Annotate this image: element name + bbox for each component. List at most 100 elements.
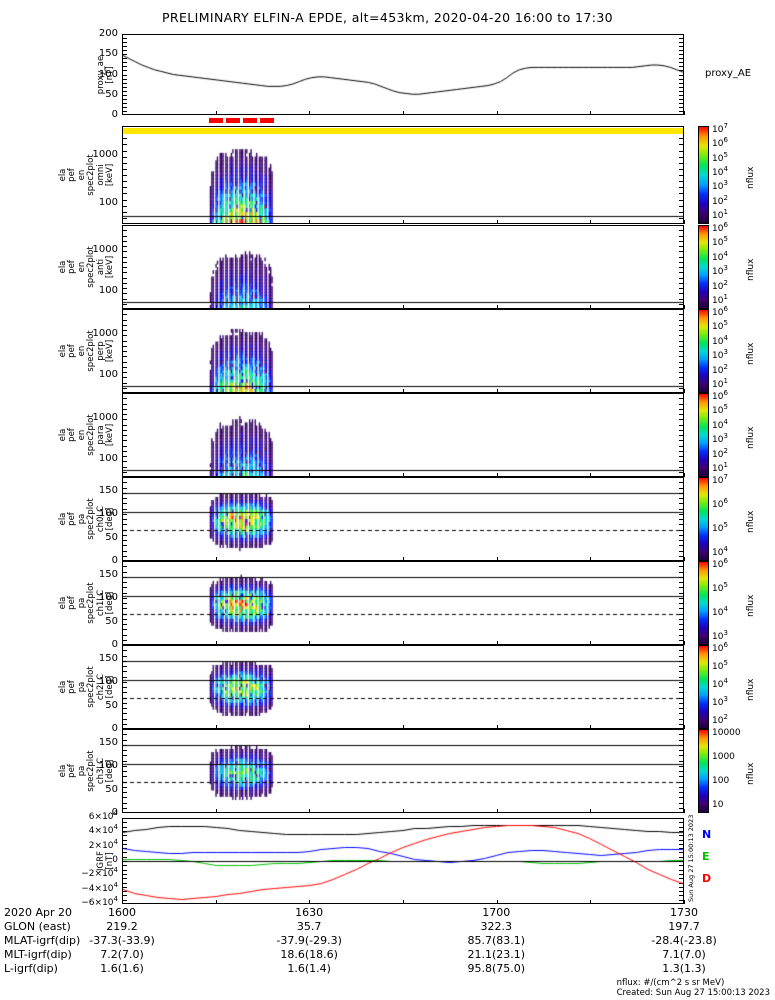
ytick-en-anti-0: 1000 [92,244,118,256]
colorbar-tick-pa-ch3lc-2: 100 [712,776,730,786]
ytick-pa-ch1lc-0: 150 [98,569,118,580]
igrf-legend-D: D [702,872,712,885]
colorbar-tick-en-para-3: 103 [712,432,728,446]
axis-xtick [122,220,123,224]
axis-xtick [684,557,685,561]
ytick-igrf-5: −4×104 [81,880,118,894]
colorbar-tick-en-omni-5: 102 [712,193,728,207]
ytick-en-anti-1: 100 [98,285,118,297]
colorbar-tick-en-omni-1: 106 [712,136,728,150]
colorbar-pa-ch0lc [698,477,709,561]
colorbar-tick-en-omni-4: 103 [712,179,728,193]
canvas-en-anti [123,226,683,308]
colorbar-tick-en-anti-4: 102 [712,278,728,292]
colorbar-tick-pa-ch3lc-0: 10000 [712,728,741,738]
axis-value-2-0: -37.3(-33.9) [89,934,155,947]
colorbar-label-en-omni: nflux [746,166,756,189]
axis-row-1: GLON (east) 219.2 35.7 322.3 197.7 [4,920,772,934]
axis-value-3-3: 7.1(7.0) [662,948,706,961]
colorbar-tick-en-perp-1: 105 [712,319,728,333]
ytick-pa-ch0lc-0: 150 [98,485,118,496]
igrf-legend-E: E [702,850,710,863]
colorbar-tick-pa-ch2lc-4: 102 [712,713,728,727]
axis-xtick [122,305,123,309]
colorbar-en-para [698,393,709,477]
axis-row-label-3: MLT-igrf(dip) [4,948,72,961]
colorbar-pa-ch2lc [698,645,709,729]
axis-xtick [684,809,685,813]
colorbar-tick-en-omni-6: 101 [712,208,728,222]
colorbar-tick-en-perp-4: 102 [712,362,728,376]
burst-marker [242,118,257,123]
axis-value-3-0: 7.2(7.0) [100,948,144,961]
axis-row-label-0: 2020 Apr 20 [4,906,73,919]
colorbar-tick-en-para-0: 106 [712,389,728,403]
axis-xtick [684,389,685,393]
axis-value-1-3: 197.7 [668,920,700,933]
colorbar-label-pa-ch3lc: nflux [746,762,756,785]
axis-xtick [122,900,123,904]
ytick-igrf-0: 6×104 [88,809,118,823]
canvas-pa-ch3lc [123,730,683,812]
colorbar-tick-pa-ch0lc-2: 105 [712,521,728,535]
colorbar-en-omni [698,126,709,224]
canvas-pa-ch2lc [123,646,683,728]
axis-xtick [684,900,685,904]
ytick-pa-ch0lc-3: 0 [111,555,118,566]
ytick-pa-ch1lc-1: 100 [98,592,118,604]
colorbar-label-pa-ch0lc: nflux [746,510,756,533]
ylabel-en-para-5: [keV] [105,423,115,447]
axis-row-4: L-igrf(dip) 1.6(1.6) 1.6(1.4) 95.8(75.0) 1.3… [4,962,772,976]
ytick-proxy-ae-2: 100 [98,68,118,80]
footer-credits: nflux: #/(cm^2 s sr MeV) Created: Sun Au… [617,978,770,998]
axis-xtick [684,473,685,477]
ytick-pa-ch3lc-2: 50 [105,783,118,795]
axis-value-4-2: 95.8(75.0) [467,962,526,975]
colorbar-tick-en-omni-0: 107 [712,122,728,136]
axis-xtick [122,809,123,813]
axis-xtick [684,220,685,224]
axis-value-1-0: 219.2 [106,920,138,933]
colorbar-tick-pa-ch0lc-0: 107 [712,473,728,487]
colorbar-tick-pa-ch1lc-2: 104 [712,605,728,619]
axis-row-3: MLT-igrf(dip) 7.2(7.0) 18.6(18.6) 21.1(23.1… [4,948,772,962]
footer-units: nflux: #/(cm^2 s sr MeV) [616,978,725,988]
canvas-igrf [123,819,683,903]
data-availability-bar [123,128,683,134]
ytick-igrf-3: 0 [112,855,118,865]
ytick-pa-ch3lc-1: 100 [98,760,118,772]
ylabel-en-omni-5: [keV] [105,163,115,187]
colorbar-tick-pa-ch1lc-0: 106 [712,557,728,571]
burst-marker [209,118,224,123]
ylabel-en-omni-3: spec2plot [86,154,96,196]
ytick-pa-ch0lc-2: 50 [105,531,118,543]
ytick-igrf-6: −6×104 [81,895,118,909]
ylabel-en-anti-1: pef [67,260,77,274]
colorbar-tick-en-omni-2: 105 [712,150,728,164]
colorbar-tick-pa-ch2lc-0: 106 [712,641,728,655]
ytick-en-para-1: 100 [98,453,118,465]
axis-value-0-2: 1700 [482,906,511,919]
page-title: PRELIMINARY ELFIN-A EPDE, alt=453km, 202… [161,10,614,25]
colorbar-pa-ch1lc [698,561,709,645]
colorbar-tick-pa-ch3lc-3: 10 [712,800,724,810]
colorbar-tick-en-anti-5: 101 [712,293,728,307]
axis-value-4-3: 1.3(1.3) [662,962,706,975]
axis-value-1-2: 322.3 [480,920,513,933]
ytick-pa-ch1lc-3: 0 [111,639,118,650]
colorbar-tick-en-perp-2: 104 [712,333,728,347]
axis-annotation-table: 2020 Apr 20 1600 1630 1700 1730 GLON (east) 21… [4,906,772,976]
canvas-en-para [123,394,683,476]
axis-xtick [684,305,685,309]
axis-value-4-0: 1.6(1.6) [100,962,144,975]
ytick-igrf-1: 4×104 [88,823,118,837]
axis-xtick [684,725,685,729]
canvas-proxy-ae [123,35,683,114]
ytick-en-omni-0: 1000 [92,149,118,161]
axis-row-2: MLAT-igrf(dip) -37.3(-33.9) -37.9(-29.3) 85… [4,934,772,948]
colorbar-tick-pa-ch1lc-1: 105 [712,581,728,595]
colorbar-label-en-perp: nflux [746,342,756,365]
colorbar-tick-en-para-5: 101 [712,461,728,475]
axis-xtick [122,473,123,477]
igrf-legend-N: N [702,828,712,841]
